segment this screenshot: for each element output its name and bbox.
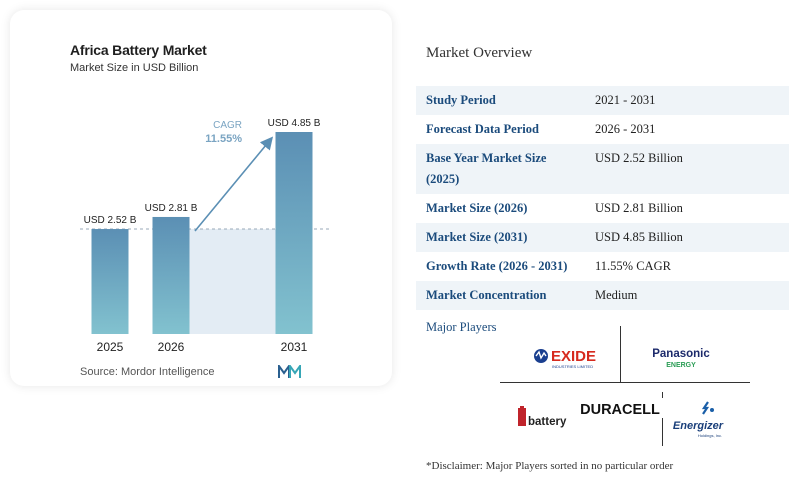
exide-sub: INDUSTRIES LIMITED [552,364,593,369]
divider-vertical-right [662,392,663,446]
panasonic-sub: ENERGY [666,362,696,369]
bar-chart: USD 2.52 B 2025 USD 2.81 B 2026 USD 4.85 B 20… [80,118,330,354]
x-tick-2026: 2026 [158,340,185,354]
row-value: USD 2.52 Billion [595,151,683,165]
mordor-intelligence-logo [278,365,301,378]
overview-heading: Market Overview [426,45,533,61]
players-heading: Major Players [426,320,497,334]
row-key: Base Year Market Size (2025) [426,151,547,186]
chart-source: Source: Mordor Intelligence [80,366,215,378]
data-label-2031: USD 4.85 B [268,118,321,129]
data-label-2025: USD 2.52 B [84,215,137,226]
overview-table: Study Period 2021 - 2031 Forecast Data P… [416,86,789,310]
table-row: Base Year Market Size (2025) USD 2.52 Bi… [416,144,789,194]
projection-band [189,229,276,334]
table-row: Market Size (2031) USD 4.85 Billion [416,223,789,252]
energizer-name: Energizer [673,420,724,432]
players-grid: EXIDE INDUSTRIES LIMITED Panasonic ENERG… [500,326,750,446]
cagr-label: CAGR [213,120,242,131]
row-key: Study Period [426,93,496,107]
row-value: USD 2.81 Billion [595,201,683,215]
divider-horizontal [500,382,750,383]
row-key: Market Size (2031) [426,230,528,244]
cagr-arrow [194,136,274,232]
row-value: USD 4.85 Billion [595,230,683,244]
row-value: 2021 - 2031 [595,93,656,107]
energizer-sub: Holdings, Inc. [698,433,722,438]
row-value: Medium [595,288,638,302]
bar-2031 [275,132,313,334]
duracell-logo: DURACELL [576,398,664,418]
exide-name: EXIDE [551,348,596,365]
row-key: Growth Rate (2026 - 2031) [426,259,568,273]
duracell-name: DURACELL [580,402,660,418]
chart-title: Africa Battery Market [70,42,207,58]
table-row: Study Period 2021 - 2031 [416,86,789,115]
cagr-value: 11.55% [205,133,242,145]
row-key: Market Concentration [426,288,547,302]
table-row: Market Concentration Medium [416,281,789,310]
panasonic-logo: Panasonic ENERGY [652,348,710,369]
disclaimer: *Disclaimer: Major Players sorted in no … [426,460,674,472]
data-label-2026: USD 2.81 B [145,203,198,214]
battery-name: battery [528,416,567,428]
chart-subtitle: Market Size in USD Billion [70,62,199,74]
energizer-logo: Energizer Holdings, Inc. [673,401,724,438]
row-value: 11.55% CAGR [595,259,671,273]
x-tick-2031: 2031 [281,340,308,354]
row-value: 2026 - 2031 [595,122,656,136]
battery-logo: battery [518,406,567,428]
x-tick-2025: 2025 [97,340,124,354]
panasonic-name: Panasonic [652,348,710,360]
table-row: Forecast Data Period 2026 - 2031 [416,115,789,144]
bar-2025 [91,229,129,334]
exide-logo: EXIDE INDUSTRIES LIMITED [534,348,596,369]
divider-vertical-top [620,326,621,382]
table-row: Market Size (2026) USD 2.81 Billion [416,194,789,223]
bar-2026 [152,216,190,334]
table-row: Growth Rate (2026 - 2031) 11.55% CAGR [416,252,789,281]
row-key: Market Size (2026) [426,201,528,215]
row-key: Forecast Data Period [426,122,539,136]
